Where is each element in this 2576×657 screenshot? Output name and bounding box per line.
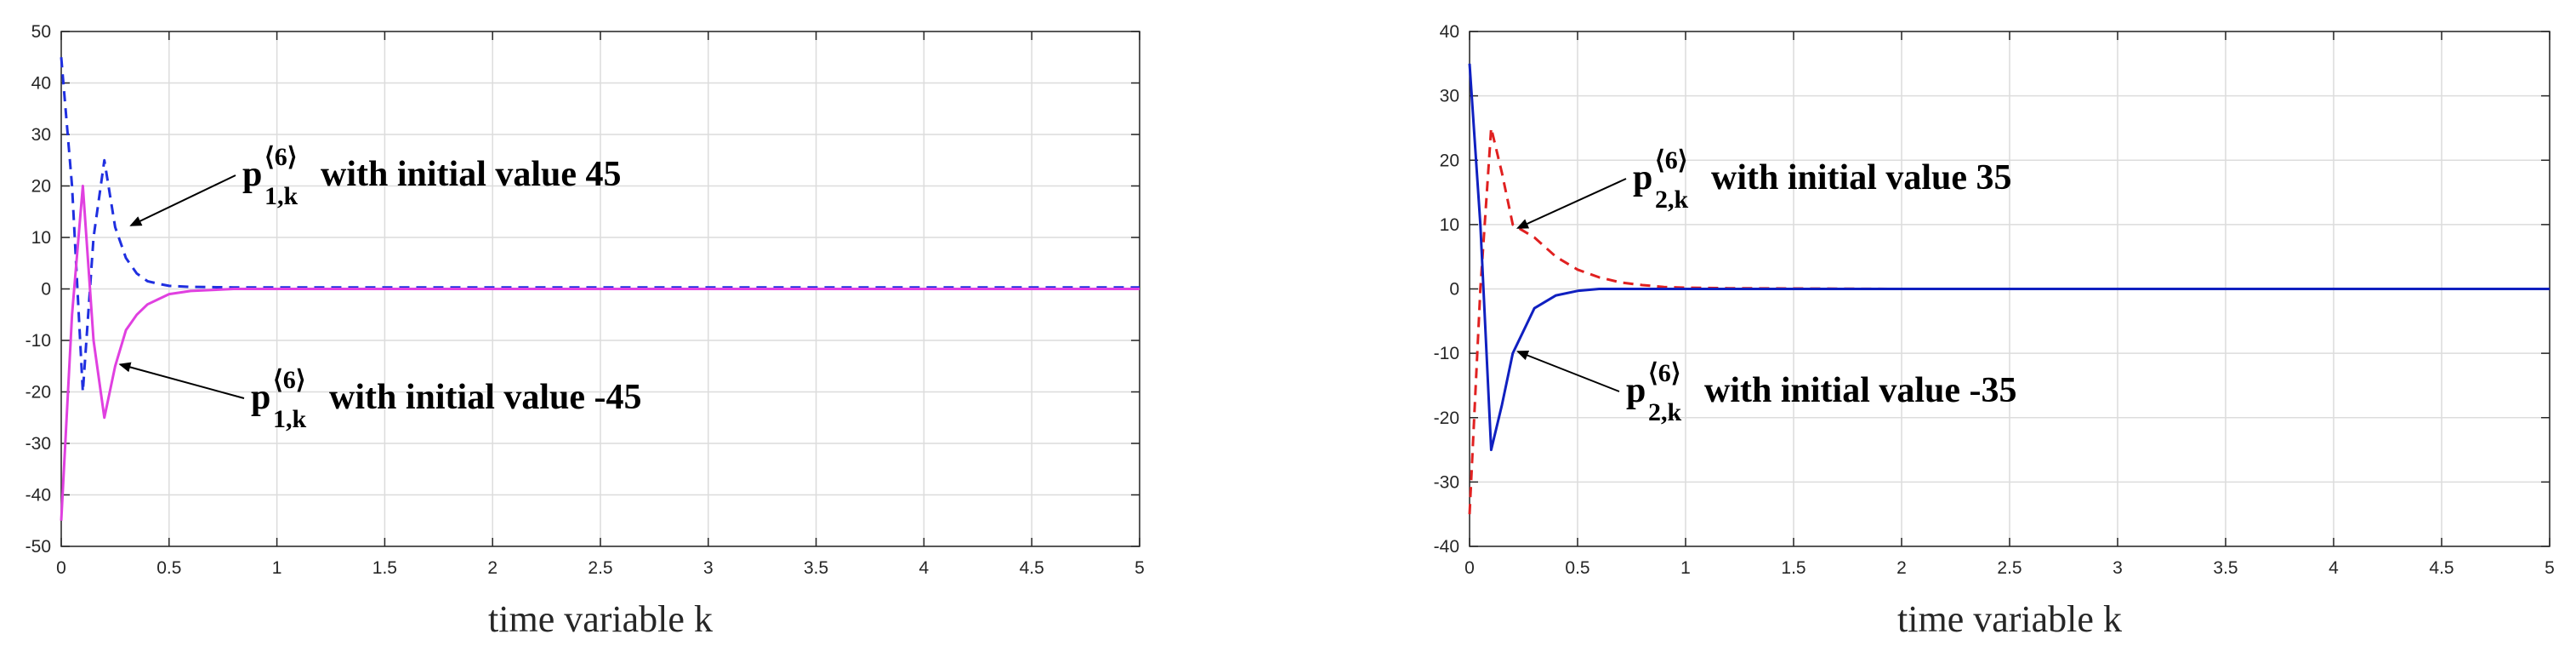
x-tick-label: 5 — [2545, 558, 2555, 578]
x-tick-label: 4 — [919, 558, 930, 578]
x-tick-label: 2.5 — [1997, 558, 2022, 578]
series-line-1 — [60, 185, 1140, 521]
x-tick-label: 3 — [703, 558, 714, 578]
x-tick-label: 0 — [1464, 558, 1475, 578]
y-tick-label: -20 — [26, 383, 51, 403]
x-axis-label: time variable k — [1897, 598, 2122, 640]
annotation: p ⟨6⟩ 2,k with initial value -35 — [1515, 350, 2017, 426]
y-tick-label: 0 — [1449, 280, 1459, 300]
annotation: p ⟨6⟩ 2,k with initial value 35 — [1515, 146, 2012, 229]
x-tick-label: 3.5 — [804, 558, 828, 578]
y-tick-label: 30 — [1440, 87, 1459, 106]
y-tick-label: -40 — [1434, 537, 1459, 557]
annotation-subscript: 2,k — [1655, 186, 1689, 214]
annotation-arrow — [118, 362, 245, 399]
series-line-0 — [1468, 126, 2550, 515]
y-tick-label: 30 — [31, 125, 51, 145]
annotation-text: with initial value 45 — [321, 155, 622, 194]
y-tick-label: 20 — [31, 177, 51, 197]
annotation-arrow — [1515, 350, 1620, 392]
x-axis-label: time variable k — [488, 598, 713, 640]
x-tick-label: 2.5 — [588, 558, 612, 578]
annotation-superscript: ⟨6⟩ — [1648, 359, 1680, 387]
annotation: p ⟨6⟩ 1,k with initial value 45 — [129, 143, 622, 226]
y-tick-label: 10 — [1440, 215, 1459, 235]
y-tick-label: 40 — [31, 74, 51, 94]
y-tick-label: 40 — [1440, 22, 1459, 42]
annotation-text: with initial value -35 — [1704, 371, 2017, 410]
x-tick-label: 4.5 — [2429, 558, 2454, 578]
annotation-subscript: 1,k — [264, 182, 299, 210]
annotation-symbol: p — [1626, 371, 1646, 410]
series-line-1 — [1468, 63, 2550, 452]
x-tick-label: 0 — [56, 558, 66, 578]
x-tick-label: 0.5 — [156, 558, 181, 578]
annotation-text: with initial value -45 — [329, 378, 642, 417]
y-tick-label: -40 — [26, 486, 51, 506]
y-tick-label: -10 — [1434, 344, 1459, 363]
x-tick-label: 1 — [1680, 558, 1691, 578]
x-tick-label: 0.5 — [1565, 558, 1589, 578]
x-tick-label: 1.5 — [1781, 558, 1805, 578]
x-tick-label: 3.5 — [2213, 558, 2238, 578]
annotation-subscript: 1,k — [273, 405, 307, 433]
x-tick-label: 4.5 — [1020, 558, 1044, 578]
annotation-text: with initial value 35 — [1711, 158, 2012, 197]
series-line-0 — [60, 57, 1140, 393]
annotation-symbol: p — [251, 378, 270, 417]
y-tick-label: 10 — [31, 228, 51, 248]
annotation-arrow — [1515, 178, 1627, 229]
y-tick-label: -10 — [26, 331, 51, 351]
x-tick-label: 3 — [2113, 558, 2123, 578]
x-tick-label: 2 — [1896, 558, 1907, 578]
annotation-symbol: p — [242, 155, 262, 194]
annotation-superscript: ⟨6⟩ — [264, 143, 297, 171]
chart-left: 0 0.5 1 1.5 2 2.5 3 3.5 4 4.5 5 50 40 30 20 10 0 -10 -20 -3… — [26, 22, 1145, 640]
x-tick-label: 4 — [2329, 558, 2339, 578]
y-tick-label: -30 — [26, 434, 51, 454]
annotation-subscript: 2,k — [1648, 398, 1682, 426]
annotation: p ⟨6⟩ 1,k with initial value -45 — [118, 362, 642, 433]
annotation-symbol: p — [1633, 158, 1652, 197]
y-tick-label: -50 — [26, 537, 51, 557]
y-tick-label: 0 — [41, 280, 51, 300]
x-tick-label: 1 — [272, 558, 282, 578]
chart-right: 0 0.5 1 1.5 2 2.5 3 3.5 4 4.5 5 40 30 20 10 0 -10 -20 -30 -… — [1434, 22, 2555, 640]
annotation-superscript: ⟨6⟩ — [273, 366, 305, 394]
x-tick-label: 1.5 — [372, 558, 397, 578]
y-tick-label: -20 — [1434, 408, 1459, 428]
annotation-arrow — [129, 174, 236, 226]
y-tick-label: 20 — [1440, 151, 1459, 170]
annotation-superscript: ⟨6⟩ — [1655, 146, 1687, 174]
y-tick-label: 50 — [31, 22, 51, 42]
x-tick-label: 2 — [487, 558, 498, 578]
y-tick-label: -30 — [1434, 472, 1459, 492]
x-tick-label: 5 — [1134, 558, 1145, 578]
